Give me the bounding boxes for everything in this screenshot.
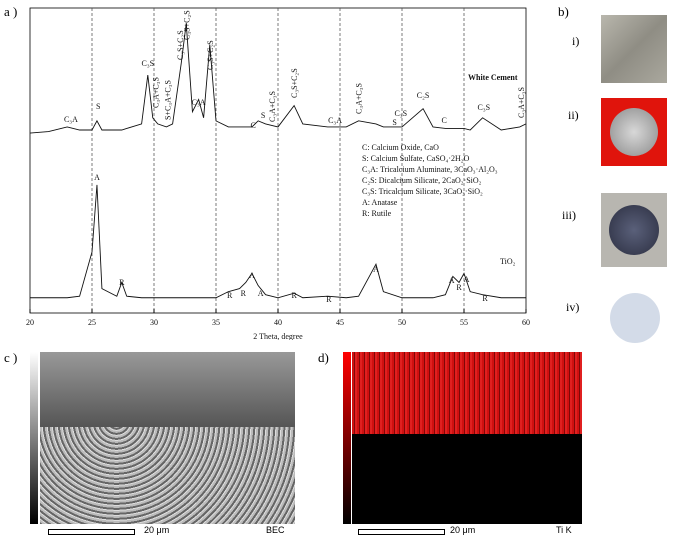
peak-label: C₃A xyxy=(328,116,342,125)
peak-label: A xyxy=(94,173,100,182)
panel-label: a ) xyxy=(4,4,18,19)
x-tick-label: 60 xyxy=(522,318,530,327)
ti-layer xyxy=(352,352,582,434)
peak-label: A xyxy=(373,265,379,274)
peak-label: A xyxy=(449,276,455,285)
x-tick-label: 35 xyxy=(212,318,220,327)
peak-label: C₃A+C₃S xyxy=(517,87,526,118)
peak-label: R xyxy=(456,283,462,292)
sample-label: iii) xyxy=(562,208,576,222)
spectrum xyxy=(29,23,527,134)
detector: Ti K xyxy=(556,525,572,535)
x-tick-label: 30 xyxy=(150,318,158,327)
sample-label: iv) xyxy=(566,300,580,314)
x-tick-label: 55 xyxy=(460,318,468,327)
scale-text: 20 μm xyxy=(144,525,170,535)
peak-label: C₃A+C₃S xyxy=(151,77,160,108)
peak-label: A xyxy=(464,275,470,284)
scale-strip: 20 μm Ti K xyxy=(352,524,582,538)
peak-label: S xyxy=(392,118,396,127)
sample-label: ii) xyxy=(568,108,579,122)
peak-label: C₃S+C₂S xyxy=(176,30,185,60)
series-label: TiO₂ xyxy=(500,257,516,266)
peak-label: C₃A+C₃S xyxy=(355,83,364,114)
peak-label: C₃A xyxy=(192,98,206,107)
x-tick-label: 50 xyxy=(398,318,406,327)
peak-label: A xyxy=(249,271,255,280)
peak-label: A xyxy=(258,289,264,298)
peak-label: C₃S xyxy=(394,109,407,118)
bec-micrograph xyxy=(40,352,295,524)
legend-note: A: Anatase xyxy=(362,198,398,207)
grey-scale xyxy=(30,352,38,524)
peak-label: R xyxy=(326,295,332,304)
disc xyxy=(609,205,659,255)
peak-label: S xyxy=(261,111,265,120)
ti-map xyxy=(352,352,582,524)
x-tick-label: 25 xyxy=(88,318,96,327)
peak-label: R xyxy=(482,294,488,303)
detector: BEC xyxy=(266,525,285,535)
peak-label: C₃S xyxy=(142,59,155,68)
coating xyxy=(40,352,295,427)
peak-label: R xyxy=(291,291,297,300)
peak-label: C₃S xyxy=(478,103,491,112)
peak-label: C xyxy=(441,116,446,125)
spectrum xyxy=(30,184,526,299)
panel-label: c ) xyxy=(4,350,18,365)
scale-bar xyxy=(48,529,135,535)
red-scale xyxy=(343,352,351,524)
peak-label: S xyxy=(96,102,100,111)
peak-label: C xyxy=(251,121,256,130)
x-tick-label: 40 xyxy=(274,318,282,327)
legend-note: S: Calcium Sulfate, CaSO₄·2H₂O xyxy=(362,154,470,163)
legend-note: C₃S: Tricalcium Silicate, 3CaO₃·SiO₂ xyxy=(362,187,483,196)
legend-note: R: Rutile xyxy=(362,209,392,218)
sample-image xyxy=(601,193,667,267)
disc xyxy=(610,108,658,156)
peak-label: R xyxy=(119,278,125,287)
panel-label: b) xyxy=(558,4,569,19)
peak-label: R xyxy=(227,291,233,300)
scale-text: 20 μm xyxy=(450,525,476,535)
x-tick-label: 45 xyxy=(336,318,344,327)
peak-label: C₃A+C₃S xyxy=(268,91,277,122)
sample-image xyxy=(601,98,667,166)
scale-bar xyxy=(358,529,445,535)
legend-note: C₂S: Dicalcium Silicate, 2CaO₂·SiO₂ xyxy=(362,176,482,185)
legend-note: C₃A: Tricalcium Aluminate, 3CaO₃·Al₂O₃ xyxy=(362,165,498,174)
peak-label: C₃S+C₂S xyxy=(182,10,191,40)
panel-label: d) xyxy=(318,350,329,365)
peak-label: C₂S xyxy=(417,91,430,100)
legend-note: C: Calcium Oxide, CaO xyxy=(362,143,439,152)
sample-label: i) xyxy=(572,34,580,48)
series-label: White Cement xyxy=(468,73,518,82)
peak-label: C₃S+C₂S xyxy=(206,40,215,70)
peak-label: C₃S+C₂S xyxy=(290,68,299,98)
sample-image xyxy=(610,293,660,343)
peak-label: S+C₃A+C₃S xyxy=(164,80,173,120)
peak-label: R xyxy=(241,289,247,298)
x-tick-label: 20 xyxy=(26,318,34,327)
peak-label: C₃A xyxy=(64,115,78,124)
sample-image xyxy=(601,15,667,83)
xrd-chart: 20 25 30 35 40 45 50 55 60 2 Theta, degree White C… xyxy=(26,7,530,340)
scale-strip: 20 μm BEC xyxy=(40,524,295,538)
x-axis-label: 2 Theta, degree xyxy=(253,332,303,340)
